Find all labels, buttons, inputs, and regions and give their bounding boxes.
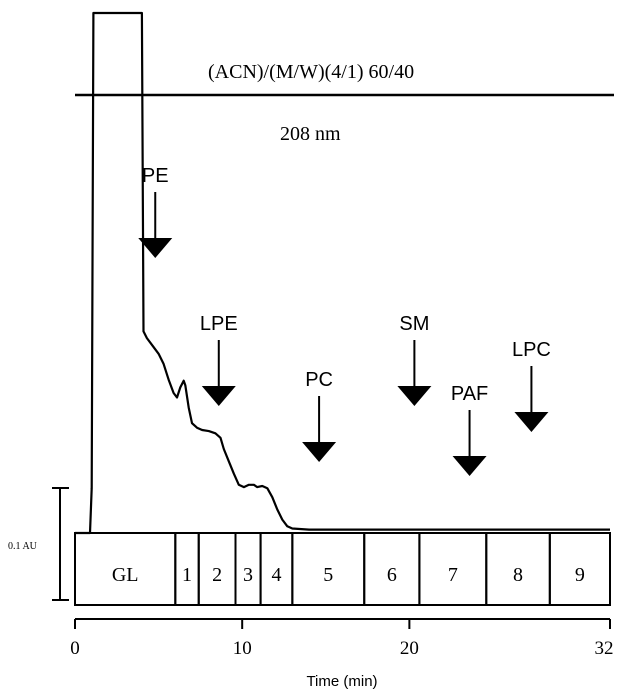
- fraction-label-5: 5: [323, 564, 333, 586]
- marker-label-lpe: LPE: [200, 313, 238, 335]
- fraction-boxes: GL 1 2 3 4 5 6 7 8 9: [74, 532, 611, 606]
- fraction-label-1: 1: [182, 564, 192, 586]
- wavelength-label: 208 nm: [280, 123, 341, 145]
- fraction-box-9: [548, 532, 611, 606]
- x-tick-label-0: 0: [70, 638, 80, 659]
- fraction-label-8: 8: [513, 564, 523, 586]
- marker-label-lpc: LPC: [512, 339, 551, 361]
- marker-label-pc: PC: [305, 369, 333, 391]
- x-tick-label-10: 10: [233, 638, 252, 659]
- marker-arrowhead-paf: [452, 456, 487, 476]
- fraction-label-2: 2: [212, 564, 222, 586]
- x-tick-label-20: 20: [400, 638, 419, 659]
- marker-label-sm: SM: [399, 313, 429, 335]
- fraction-label-9: 9: [575, 564, 585, 586]
- marker-arrowhead-sm: [397, 386, 432, 406]
- scale-bar: 0.1 AU: [8, 487, 69, 601]
- x-axis-label: Time (min): [306, 673, 377, 690]
- fraction-label-4: 4: [271, 564, 281, 586]
- solvent-label: (ACN)/(M/W)(4/1) 60/40: [208, 61, 414, 83]
- x-axis-ticks: 0 10 20 32: [70, 619, 614, 659]
- x-tick-label-32: 32: [595, 638, 614, 659]
- marker-arrowhead-lpe: [201, 386, 236, 406]
- fraction-label-3: 3: [243, 564, 253, 586]
- fraction-label-7: 7: [448, 564, 458, 586]
- marker-arrowhead-pe: [138, 238, 173, 258]
- marker-label-pe: PE: [142, 165, 169, 187]
- elution-markers: PE LPE PC SM PAF LPC: [138, 165, 551, 476]
- fraction-label-6: 6: [387, 564, 397, 586]
- chromatogram-trace: [75, 11, 610, 535]
- marker-label-paf: PAF: [451, 383, 488, 405]
- fraction-label-GL: GL: [112, 564, 139, 586]
- marker-arrowhead-pc: [302, 442, 337, 462]
- marker-arrowhead-lpc: [514, 412, 549, 432]
- scale-bar-label: 0.1 AU: [8, 541, 38, 552]
